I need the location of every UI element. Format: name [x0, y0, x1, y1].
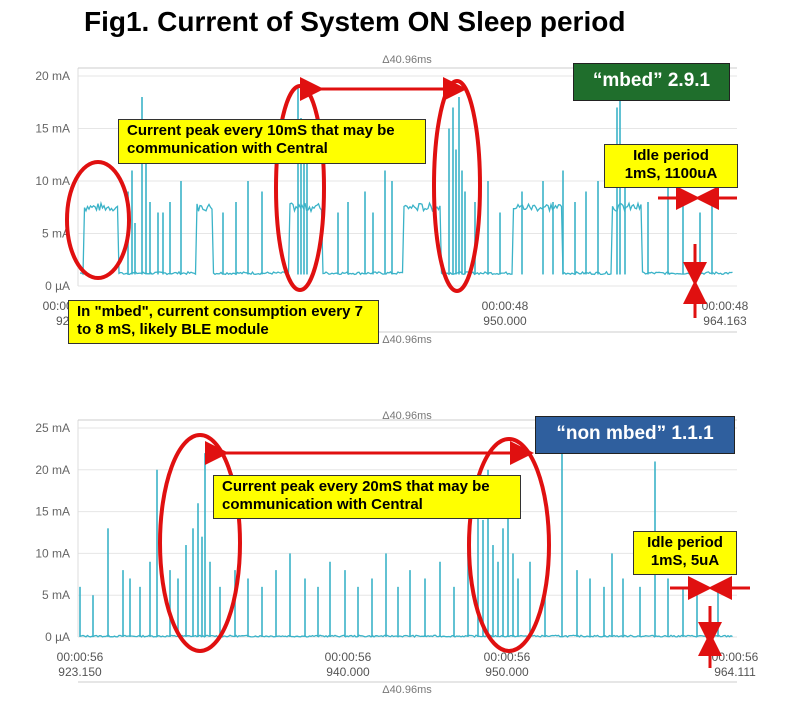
highlight-ellipse — [467, 437, 551, 653]
x-tick-ms: 950.000 — [485, 665, 529, 679]
mbed-consumption-note: In "mbed", current consumption every 7 t… — [68, 300, 379, 344]
figure-title: Fig1. Current of System ON Sleep period — [84, 6, 626, 37]
idle-note-non-mbed-line1: Idle period — [647, 534, 723, 551]
chart-mbed: 20 mA 15 mA 10 mA 5 mA 0 µA Δ40.96ms Δ40.96ms 0… — [35, 54, 748, 346]
peak-20ms-note: Current peak every 20mS that may be comm… — [213, 475, 521, 519]
span-label-top: Δ40.96ms — [382, 54, 432, 66]
peak-10ms-note: Current peak every 10mS that may be comm… — [118, 119, 426, 164]
y-tick-label: 20 mA — [35, 69, 70, 83]
annotation-layer — [65, 77, 750, 668]
highlight-ellipse — [432, 79, 482, 293]
mbed-version-label: “mbed” 2.9.1 — [592, 70, 711, 91]
mbed-version-badge: “mbed” 2.9.1 — [573, 63, 730, 101]
y-tick-label: 0 µA — [45, 630, 70, 644]
non-mbed-version-label: “non mbed” 1.1.1 — [556, 423, 714, 444]
x-tick-time: 00:00:48 — [702, 299, 749, 313]
y-tick-label: 5 mA — [42, 588, 70, 602]
x-tick-ms: 950.000 — [483, 314, 527, 328]
highlight-ellipse — [158, 433, 242, 653]
y-tick-label: 10 mA — [35, 174, 70, 188]
idle-note-non-mbed-line2: 1mS, 5uA — [650, 552, 720, 569]
idle-note-mbed-line1: Idle period — [633, 147, 709, 164]
y-tick-label: 15 mA — [35, 122, 70, 136]
mbed-consumption-note-text: In "mbed", current consumption every 7 t… — [77, 303, 363, 338]
highlight-ellipse — [274, 84, 326, 292]
span-label-bottom: Δ40.96ms — [382, 334, 432, 346]
non-mbed-version-badge: “non mbed” 1.1.1 — [535, 416, 735, 454]
y-tick-label: 20 mA — [35, 463, 70, 477]
x-tick-time: 00:00:56 — [325, 650, 372, 664]
span-label-bottom: Δ40.96ms — [382, 684, 432, 696]
series-mbed-current — [79, 200, 733, 276]
peak-10ms-note-text: Current peak every 10mS that may be comm… — [127, 122, 395, 157]
y-tick-label: 0 µA — [45, 279, 70, 293]
x-tick-time: 00:00:56 — [712, 650, 759, 664]
x-tick-time: 00:00:48 — [482, 299, 529, 313]
y-tick-label: 15 mA — [35, 505, 70, 519]
x-tick-ms: 940.000 — [326, 665, 370, 679]
highlight-ellipse — [65, 160, 131, 280]
idle-note-mbed-line2: 1mS, 1100uA — [624, 165, 718, 182]
y-tick-label: 10 mA — [35, 546, 70, 560]
x-tick-time: 00:00:56 — [57, 650, 104, 664]
peak-20ms-note-text: Current peak every 20mS that may be comm… — [222, 478, 490, 513]
x-tick-ms: 964.163 — [703, 314, 747, 328]
x-tick-ms: 964.111 — [714, 665, 756, 679]
x-tick-ms: 923.150 — [58, 665, 102, 679]
x-tick-time: 00:00:56 — [484, 650, 531, 664]
span-label-top: Δ40.96ms — [382, 410, 432, 422]
y-tick-label: 25 mA — [35, 421, 70, 435]
y-tick-label: 5 mA — [42, 227, 70, 241]
idle-note-non-mbed: Idle period 1mS, 5uA — [633, 531, 737, 575]
idle-note-mbed: Idle period 1mS, 1100uA — [604, 144, 738, 188]
